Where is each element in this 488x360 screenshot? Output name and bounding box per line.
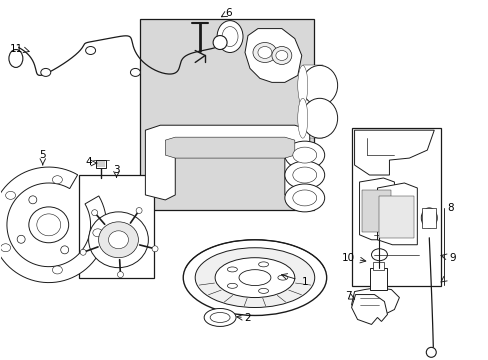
Text: 10: 10 [341, 253, 354, 263]
Bar [302, 98, 322, 138]
Ellipse shape [80, 249, 86, 255]
Text: 8: 8 [447, 203, 453, 213]
Ellipse shape [292, 147, 316, 163]
Bar [379, 196, 413, 238]
Polygon shape [351, 294, 386, 324]
Polygon shape [354, 130, 433, 175]
Ellipse shape [285, 161, 324, 189]
Ellipse shape [258, 262, 268, 267]
Ellipse shape [371, 249, 386, 261]
Polygon shape [351, 288, 399, 318]
Bar [95, 160, 105, 168]
Ellipse shape [227, 267, 237, 272]
Ellipse shape [217, 21, 243, 53]
Polygon shape [165, 137, 294, 158]
Ellipse shape [210, 312, 229, 323]
Polygon shape [145, 125, 309, 200]
Polygon shape [244, 28, 301, 82]
Ellipse shape [117, 271, 123, 278]
Ellipse shape [258, 288, 268, 293]
Bar [79, 175, 154, 278]
Ellipse shape [239, 270, 270, 285]
Ellipse shape [91, 210, 98, 216]
Text: 11: 11 [10, 44, 23, 54]
Ellipse shape [195, 248, 314, 307]
Ellipse shape [183, 240, 326, 315]
Ellipse shape [292, 167, 316, 183]
Ellipse shape [152, 246, 158, 252]
Ellipse shape [426, 347, 435, 357]
Ellipse shape [9, 50, 23, 67]
Bar [369, 268, 386, 289]
Bar [372, 262, 384, 270]
Ellipse shape [297, 66, 307, 105]
Bar [361, 190, 390, 232]
Ellipse shape [88, 212, 148, 268]
Ellipse shape [5, 192, 16, 199]
Text: 6: 6 [224, 8, 231, 18]
Bar [422, 208, 435, 228]
Text: 4: 4 [85, 157, 92, 167]
Ellipse shape [213, 36, 226, 50]
Text: 9: 9 [448, 253, 455, 263]
Ellipse shape [52, 176, 62, 184]
Text: 5: 5 [40, 150, 46, 160]
Ellipse shape [285, 184, 324, 212]
Bar [351, 128, 440, 285]
Ellipse shape [17, 235, 25, 243]
Ellipse shape [29, 196, 37, 204]
Ellipse shape [41, 68, 51, 76]
Ellipse shape [108, 231, 128, 249]
Polygon shape [359, 178, 394, 240]
Text: 2: 2 [244, 314, 251, 324]
Ellipse shape [203, 309, 236, 327]
Text: 1: 1 [301, 276, 307, 287]
Bar [140, 19, 313, 210]
Ellipse shape [227, 283, 237, 288]
Bar [302, 66, 322, 105]
Ellipse shape [222, 27, 238, 46]
Ellipse shape [93, 229, 102, 237]
Ellipse shape [61, 246, 68, 254]
Ellipse shape [85, 46, 95, 54]
Ellipse shape [136, 207, 142, 213]
Polygon shape [0, 167, 106, 283]
Ellipse shape [285, 141, 324, 169]
Ellipse shape [215, 258, 294, 298]
Ellipse shape [0, 244, 11, 252]
Ellipse shape [258, 46, 271, 58]
Text: 3: 3 [113, 165, 120, 175]
Ellipse shape [301, 66, 337, 105]
Ellipse shape [292, 190, 316, 206]
Ellipse shape [421, 208, 436, 228]
Ellipse shape [29, 207, 68, 243]
Ellipse shape [130, 68, 140, 76]
Ellipse shape [297, 98, 307, 138]
Ellipse shape [99, 222, 138, 258]
Ellipse shape [301, 98, 337, 138]
Ellipse shape [52, 266, 62, 274]
Text: 7: 7 [344, 291, 351, 301]
Ellipse shape [252, 42, 276, 62]
Ellipse shape [277, 275, 287, 280]
Polygon shape [377, 183, 416, 245]
Ellipse shape [275, 50, 287, 60]
Ellipse shape [37, 214, 61, 236]
Ellipse shape [271, 46, 291, 64]
